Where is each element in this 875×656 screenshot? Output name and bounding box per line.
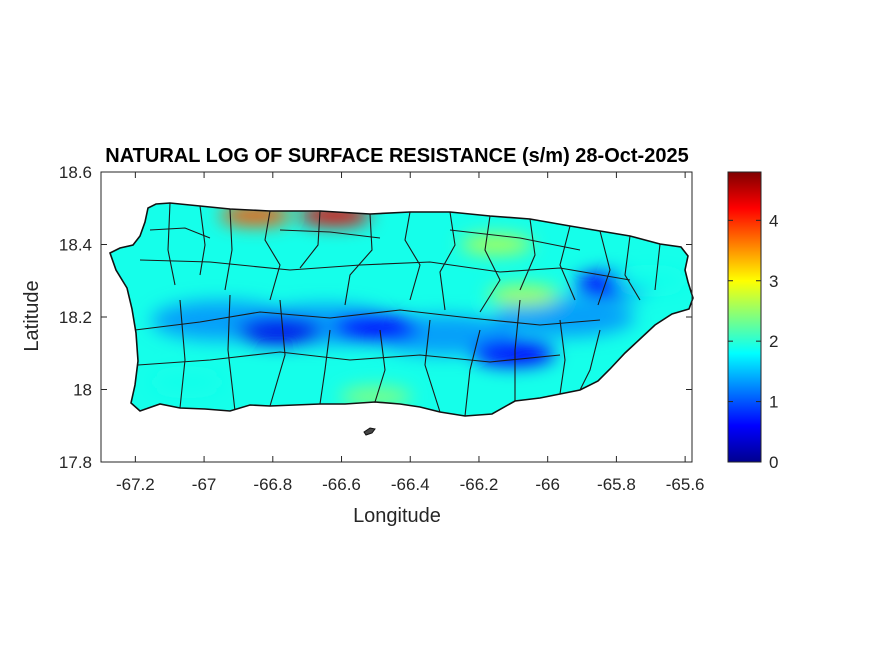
field-feature <box>150 372 223 393</box>
field-feature <box>339 386 412 407</box>
municipality-boundary <box>424 319 441 413</box>
municipality-boundary <box>167 203 176 286</box>
municipality-boundary <box>139 259 631 281</box>
field-feature <box>487 285 560 306</box>
municipality-boundary <box>479 215 501 313</box>
municipality-boundary <box>449 229 581 251</box>
x-tick-label: -66.2 <box>460 475 499 494</box>
field-feature <box>460 234 533 255</box>
municipality-boundary <box>137 351 561 366</box>
municipality-boundary <box>579 329 601 391</box>
municipality-boundary <box>179 299 186 409</box>
x-axis-label: Longitude <box>353 505 441 527</box>
y-tick-label: 18.4 <box>59 236 92 255</box>
municipality-boundary <box>597 230 611 306</box>
municipality-boundary <box>559 319 566 395</box>
municipality-boundary <box>404 211 421 301</box>
municipality-boundary <box>299 210 321 269</box>
municipality-boundary <box>264 210 281 301</box>
y-tick-label: 17.8 <box>59 453 92 472</box>
municipality-boundary <box>654 243 661 291</box>
colorbar-frame <box>727 171 762 463</box>
colorbar-tick-label: 1 <box>769 393 778 412</box>
x-tick-label: -66 <box>535 475 560 494</box>
colorbar-tick-label: 2 <box>769 332 778 351</box>
x-tick-label: -65.6 <box>666 475 705 494</box>
x-tick-label: -66.6 <box>322 475 361 494</box>
field-feature <box>333 314 418 341</box>
municipality-boundary <box>344 213 373 306</box>
field-feature <box>494 297 635 337</box>
municipality-boundary <box>199 205 206 276</box>
island-outline <box>109 202 694 417</box>
municipality-boundary <box>559 225 576 301</box>
x-tick-label: -67.2 <box>116 475 155 494</box>
y-tick-label: 18.6 <box>59 163 92 182</box>
municipality-boundary <box>319 329 331 405</box>
municipality-boundary <box>134 309 601 331</box>
x-tick-label: -66.8 <box>253 475 292 494</box>
municipality-boundary <box>464 329 481 416</box>
field-feature <box>237 318 322 345</box>
mona-islet <box>363 427 376 436</box>
y-tick-label: 18.2 <box>59 308 92 327</box>
municipality-boundary <box>269 299 286 407</box>
chart-title: NATURAL LOG OF SURFACE RESISTANCE (s/m) … <box>105 145 688 167</box>
municipality-boundary <box>149 227 211 239</box>
colorbar-gradient <box>728 172 761 462</box>
colorbar-tick-label: 3 <box>769 272 778 291</box>
colorbar: 4 3 2 1 0 <box>727 171 778 472</box>
municipality-boundary <box>374 329 386 403</box>
municipality-boundary <box>519 218 536 291</box>
colorbar-tick-label: 4 <box>769 211 778 230</box>
x-tick-label: -66.4 <box>391 475 430 494</box>
plot-area: -67.2 -67 -66.8 -66.6 -66.4 -66.2 -66 -65.8 -65.… <box>59 163 705 494</box>
x-tick-label: -65.8 <box>597 475 636 494</box>
municipality-boundary <box>279 229 381 239</box>
municipality-boundary <box>514 299 521 401</box>
y-tick-label: 18 <box>73 381 92 400</box>
municipality-boundaries <box>134 203 661 416</box>
colorbar-tick-label: 0 <box>769 453 778 472</box>
municipality-boundary <box>624 235 641 301</box>
field-feature <box>471 340 556 367</box>
municipality-boundary <box>439 211 456 311</box>
field-feature <box>614 270 687 291</box>
municipality-boundary <box>224 208 233 291</box>
municipality-boundary <box>227 294 236 412</box>
resistance-field <box>110 203 692 416</box>
y-axis-label: Latitude <box>21 280 43 351</box>
x-tick-label: -67 <box>192 475 217 494</box>
